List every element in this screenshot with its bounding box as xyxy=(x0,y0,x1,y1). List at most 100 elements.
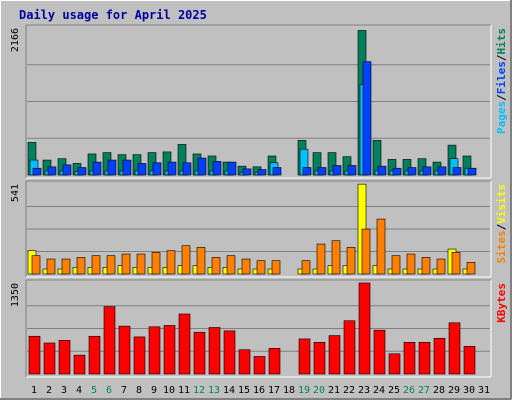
visits-sites-legend: Sites/Visits xyxy=(495,184,508,264)
x-tick-label: 2 xyxy=(46,385,52,396)
sites-bar xyxy=(256,260,266,275)
x-tick-label: 15 xyxy=(238,385,250,396)
x-tick-label: 3 xyxy=(61,385,67,396)
files-bar xyxy=(182,162,192,176)
legend-separator: / xyxy=(495,54,508,61)
kbytes-bar xyxy=(223,330,236,375)
x-tick-label: 6 xyxy=(106,385,112,396)
sites-bar xyxy=(406,253,416,275)
sites-bar xyxy=(226,255,236,275)
kbytes-bar xyxy=(343,320,356,375)
sites-bar xyxy=(346,247,356,275)
legend-files: Files xyxy=(495,61,508,94)
kbytes-bar xyxy=(253,356,266,375)
hits-files-pages-ymax-label: 2166 xyxy=(10,28,21,52)
kbytes-bar xyxy=(388,353,401,375)
x-tick-label: 27 xyxy=(418,385,430,396)
x-tick-label: 14 xyxy=(223,385,235,396)
files-bar xyxy=(362,61,372,176)
files-bar xyxy=(137,163,147,176)
x-tick-label: 5 xyxy=(91,385,97,396)
files-bar xyxy=(437,166,447,176)
sites-bar xyxy=(451,252,461,275)
kbytes-bar xyxy=(133,336,146,375)
x-tick-label: 13 xyxy=(208,385,220,396)
x-tick-label: 19 xyxy=(298,385,310,396)
sites-bar xyxy=(241,258,251,275)
kbytes-panel: 1350 KBytes xyxy=(10,279,508,378)
files-bar xyxy=(227,161,237,176)
sites-bar xyxy=(151,252,161,275)
kbytes-legend: KBytes xyxy=(495,283,508,323)
kbytes-bar xyxy=(403,342,416,375)
files-bar xyxy=(77,167,87,176)
kbytes-bar xyxy=(193,331,206,375)
files-bar xyxy=(407,167,417,176)
files-bar xyxy=(317,167,327,176)
sites-bar xyxy=(166,250,176,275)
x-tick-label: 29 xyxy=(448,385,460,396)
files-bar xyxy=(122,159,132,176)
legend-sites: Sites xyxy=(495,230,508,263)
x-tick-label: 4 xyxy=(76,385,82,396)
x-tick-label: 16 xyxy=(253,385,265,396)
x-tick-label: 20 xyxy=(313,385,325,396)
x-axis-labels: 1 2 3 4 5 6 7 8 9 10 11 12 13 14 15 16 17 18 19 20 21 22 23 24 2… xyxy=(31,385,490,396)
files-bar xyxy=(212,161,222,176)
legend-separator: / xyxy=(495,223,508,230)
sites-bar xyxy=(76,257,86,275)
x-tick-label: 17 xyxy=(268,385,280,396)
sites-bar xyxy=(181,245,191,275)
kbytes-bar xyxy=(328,335,341,375)
sites-bar xyxy=(196,247,206,275)
sites-bar xyxy=(466,262,476,275)
sites-bar xyxy=(331,240,341,275)
legend-pages: Pages xyxy=(495,101,508,134)
legend-hits: Hits xyxy=(495,28,508,55)
sites-bar xyxy=(136,253,146,275)
x-tick-label: 9 xyxy=(151,385,157,396)
x-tick-label: 7 xyxy=(121,385,127,396)
kbytes-bar xyxy=(238,349,251,375)
files-bar xyxy=(257,169,267,176)
kbytes-bar xyxy=(118,325,131,375)
sites-bar xyxy=(271,260,281,275)
sites-bar xyxy=(376,218,386,275)
kbytes-bar xyxy=(448,322,461,375)
x-tick-label: 18 xyxy=(283,385,295,396)
kbytes-bar xyxy=(43,342,56,375)
files-bar xyxy=(377,165,387,176)
x-tick-label: 22 xyxy=(343,385,355,396)
files-bar xyxy=(452,167,462,176)
sites-bar xyxy=(106,255,116,275)
sites-bar xyxy=(421,257,431,275)
kbytes-ymax-label: 1350 xyxy=(10,283,21,307)
legend-separator: / xyxy=(495,94,508,101)
chart-title: Daily usage for April 2025 xyxy=(19,8,207,22)
files-bar xyxy=(152,162,162,176)
hits-files-pages-legend: Pages/Files/Hits xyxy=(495,28,508,134)
files-bar xyxy=(302,167,312,176)
sites-bar xyxy=(121,253,131,275)
visits-sites-ymax-label: 541 xyxy=(10,184,21,202)
x-tick-label: 8 xyxy=(136,385,142,396)
sites-bar xyxy=(31,255,41,275)
legend-visits: Visits xyxy=(495,184,508,224)
x-tick-label: 31 xyxy=(478,385,490,396)
legend-kbytes: KBytes xyxy=(495,283,508,323)
kbytes-bar xyxy=(268,348,281,375)
kbytes-bar xyxy=(28,335,41,375)
sites-bar xyxy=(436,258,446,275)
kbytes-bar xyxy=(433,337,446,375)
kbytes-bar xyxy=(463,346,476,375)
files-bar xyxy=(242,168,252,176)
kbytes-bar xyxy=(208,327,221,375)
files-bar xyxy=(467,167,477,176)
kbytes-bar xyxy=(58,339,71,375)
x-tick-label: 30 xyxy=(463,385,475,396)
sites-bar xyxy=(91,255,101,275)
sites-bar xyxy=(391,255,401,275)
kbytes-bar xyxy=(103,306,116,375)
